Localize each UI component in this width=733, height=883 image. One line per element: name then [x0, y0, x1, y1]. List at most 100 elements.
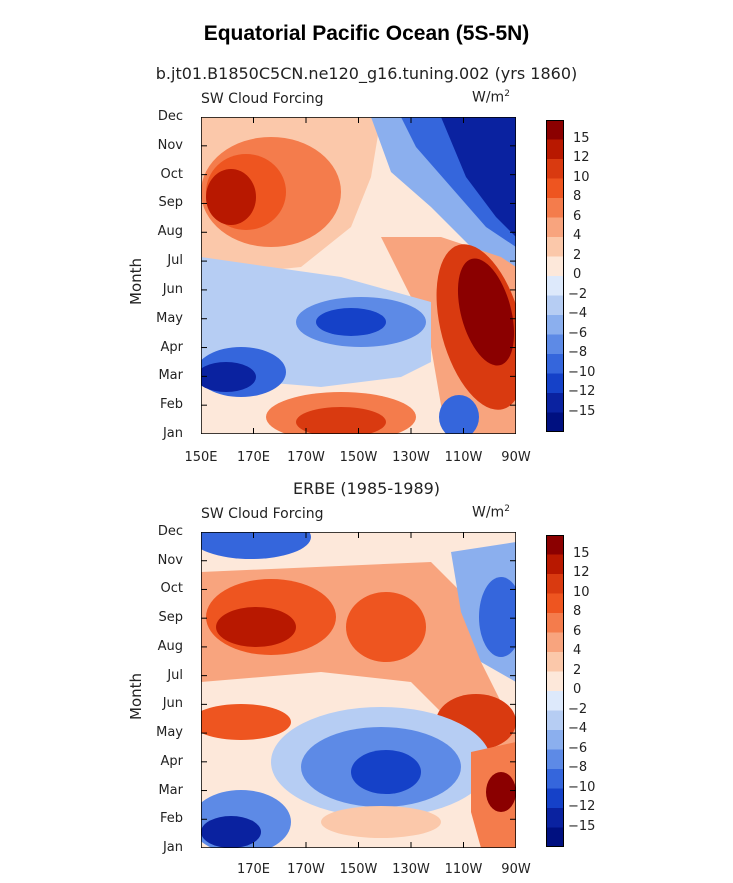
colorbar-swatch	[546, 412, 564, 432]
colorbar-swatch	[546, 710, 564, 731]
colorbar-swatch	[546, 237, 564, 257]
colorbar-level-label: 0	[573, 682, 582, 697]
y-tick-label: Dec	[157, 109, 183, 124]
warm-core-west-max	[206, 169, 256, 225]
y-tick-label: Aug	[157, 638, 183, 654]
colorbar-level-label: −8	[568, 345, 588, 360]
panel1-units: W/m2	[472, 89, 510, 106]
colorbar-swatch	[546, 730, 564, 750]
colorbar-swatch	[546, 535, 564, 555]
colorbar-level-label: 12	[573, 565, 590, 580]
warm-core-east-bottom	[486, 772, 516, 812]
x-tick-label: 110W	[444, 862, 483, 877]
panel2-units: W/m2	[472, 504, 510, 521]
colorbar-level-label: 8	[573, 604, 582, 619]
cool-core-ne	[479, 577, 516, 657]
warm-tongue-max	[457, 258, 515, 366]
x-tick-label: 90W	[501, 450, 531, 465]
panel2-heatmap	[201, 532, 516, 848]
cool-bottom-east	[439, 395, 479, 434]
y-tick-label: Feb	[159, 811, 183, 827]
panel2-left-label: SW Cloud Forcing	[201, 506, 324, 522]
x-tick-label: 170W	[287, 450, 325, 465]
y-tick-label: Jun	[162, 696, 183, 712]
panel1-left-label: SW Cloud Forcing	[201, 91, 324, 107]
x-tick-label: 150W	[339, 862, 378, 877]
colorbar-level-label: −2	[568, 286, 588, 302]
colorbar-swatch	[546, 749, 564, 770]
y-tick-label: Aug	[157, 224, 183, 240]
colorbar-level-label: 6	[573, 623, 582, 639]
colorbar-level-label: 15	[573, 130, 590, 146]
cool-bottom-west-max	[201, 816, 261, 848]
colorbar-level-label: −4	[568, 721, 588, 736]
colorbar-level-label: −6	[568, 740, 588, 756]
colorbar-frame	[546, 120, 564, 432]
colorbar-level-label: 10	[573, 584, 590, 600]
colorbar-swatch	[546, 827, 564, 847]
colorbar-swatch	[546, 769, 564, 789]
x-tick-label: 110W	[444, 450, 483, 465]
colorbar-swatch	[546, 788, 564, 809]
colorbar-level-label: −12	[568, 384, 596, 399]
colorbar-level-label: −12	[568, 799, 596, 814]
panel1-subtitle: b.jt01.B1850C5CN.ne120_g16.tuning.002 (y…	[155, 64, 578, 83]
colorbar-level-label: −4	[568, 306, 588, 321]
colorbar-level-label: −15	[568, 403, 596, 419]
colorbar-level-label: 2	[573, 247, 582, 263]
y-tick-label: Mar	[158, 368, 183, 384]
warm-ridge-may	[201, 704, 291, 740]
panel2-colorbar	[546, 535, 564, 847]
chart-title: Equatorial Pacific Ocean (5S-5N)	[203, 22, 530, 45]
colorbar-level-label: −6	[568, 325, 588, 341]
cool-band-ne-max	[441, 117, 516, 237]
colorbar-swatch	[546, 159, 564, 179]
y-tick-label: May	[156, 310, 183, 326]
colorbar-swatch	[546, 808, 564, 828]
x-tick-label: 170W	[287, 862, 325, 877]
colorbar-swatch	[546, 574, 564, 594]
y-tick-label: Jun	[162, 281, 183, 297]
x-tick-label: 130W	[392, 450, 430, 465]
colorbar-swatch	[546, 632, 564, 653]
y-tick-label: Apr	[160, 753, 184, 769]
panel1-heatmap	[201, 117, 516, 434]
y-tick-label: Jul	[167, 667, 183, 683]
y-tick-label: Nov	[157, 137, 183, 153]
warm-core-upper-max	[216, 607, 296, 647]
colorbar-swatch	[546, 652, 564, 672]
y-tick-label: Mar	[158, 782, 183, 798]
colorbar-swatch	[546, 354, 564, 374]
colorbar-level-label: 10	[573, 169, 590, 185]
colorbar-level-label: −15	[568, 818, 596, 834]
colorbar-swatch	[546, 554, 564, 575]
y-tick-label: Oct	[160, 166, 183, 182]
y-tick-label: Sep	[158, 610, 183, 626]
colorbar-swatch	[546, 334, 564, 355]
y-tick-label: Oct	[160, 581, 183, 597]
colorbar-swatch	[546, 295, 564, 316]
colorbar-frame	[546, 535, 564, 847]
x-tick-label: 150W	[339, 450, 378, 465]
colorbar-level-label: −10	[568, 779, 596, 795]
y-tick-label: Jan	[162, 840, 183, 855]
colorbar-swatch	[546, 613, 564, 633]
colorbar-level-label: 2	[573, 662, 582, 678]
colorbar-level-label: 15	[573, 545, 590, 561]
colorbar-level-label: 4	[573, 643, 582, 658]
x-tick-label: 170E	[236, 862, 271, 877]
cool-top-west	[201, 532, 311, 559]
cool-core-centre-max	[351, 750, 421, 794]
warm-core-upper-mid	[346, 592, 426, 662]
x-tick-label: 130W	[392, 862, 430, 877]
colorbar-level-label: 0	[573, 267, 582, 282]
colorbar-swatch	[546, 139, 564, 160]
panel2-subtitle: ERBE (1985-1989)	[292, 479, 441, 498]
y-tick-label: May	[156, 725, 183, 741]
colorbar-level-label: −2	[568, 701, 588, 717]
x-tick-label: 150E	[184, 450, 218, 465]
colorbar-swatch	[546, 393, 564, 413]
colorbar-swatch	[546, 256, 564, 277]
y-tick-label: Feb	[159, 397, 183, 413]
x-tick-label: 170E	[236, 450, 271, 465]
